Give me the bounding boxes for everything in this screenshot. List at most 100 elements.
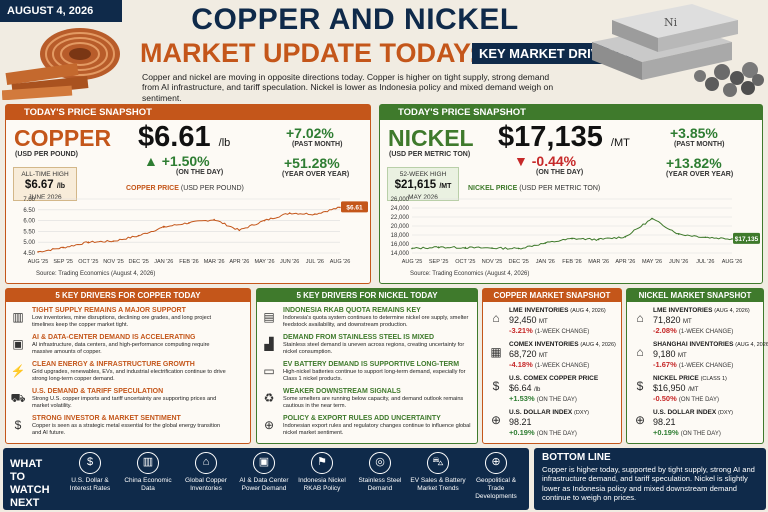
driver-desc: Strong U.S. copper imports and tariff un… bbox=[32, 396, 217, 409]
data-point bbox=[677, 233, 680, 235]
snapshot-item: ⊕ U.S. DOLLAR INDEX (DXY) 98.21 +0.19% (… bbox=[632, 409, 767, 443]
y-tick-label: 16,000 bbox=[391, 242, 410, 248]
snapshot-item: ⊕ U.S. DOLLAR INDEX (DXY) 98.21 +0.19% (… bbox=[488, 409, 623, 443]
driver-item: ▭ EV BATTERY DEMAND IS SUPPORTIVE LONG-T… bbox=[261, 361, 476, 387]
nickel-drivers-header: 5 KEY DRIVERS FOR NICKEL TODAY bbox=[257, 289, 477, 302]
globe-icon: ⊕ bbox=[490, 413, 502, 427]
data-point bbox=[704, 236, 707, 239]
watch-item: $ U.S. Dollar & Interest Rates bbox=[61, 452, 119, 493]
data-point bbox=[263, 219, 266, 222]
data-point bbox=[651, 217, 653, 220]
nickel-chart-title: NICKEL PRICE (USD PER METRIC TON) bbox=[468, 185, 601, 192]
series-line bbox=[37, 206, 341, 253]
nickel-panel-header: TODAY'S PRICE SNAPSHOT bbox=[380, 105, 762, 120]
globe-icon: ⊕ bbox=[485, 452, 507, 474]
x-tick-label: FEB '26 bbox=[562, 259, 581, 265]
dollar-icon: $ bbox=[14, 418, 22, 432]
x-tick-label: SEP '25 bbox=[53, 259, 73, 265]
data-point bbox=[411, 247, 413, 250]
globe-icon: ⊕ bbox=[634, 413, 646, 427]
y-tick-label: 24,000 bbox=[391, 206, 410, 212]
copper-price: $6.61 /lb bbox=[138, 121, 231, 153]
copper-year-change-label: (YEAR OVER YEAR) bbox=[282, 171, 350, 178]
watch-item: ⚑ Indonesia Nickel RKAB Policy bbox=[293, 452, 351, 493]
x-tick-label: AUG '25 bbox=[28, 259, 49, 265]
chip-icon: ▣ bbox=[253, 452, 275, 474]
last-value-badge bbox=[733, 232, 760, 244]
copper-day-change: ▲ +1.50% bbox=[144, 153, 210, 169]
recycle-icon: ♻ bbox=[263, 391, 275, 405]
driver-item: ⛟ U.S. DEMAND & TARIFF SPECULATION Stron… bbox=[10, 388, 225, 414]
y-tick-label: 6.50 bbox=[23, 208, 35, 214]
driver-desc: AI infrastructure, data centers, and hig… bbox=[32, 342, 210, 355]
down-arrow-icon: ▼ bbox=[514, 153, 528, 169]
data-point bbox=[339, 206, 341, 209]
snapshot-item: ▦ COMEX INVENTORIES (AUG 4, 2026) 68,720… bbox=[488, 341, 623, 375]
copper-unit-label: (USD PER POUND) bbox=[15, 151, 79, 158]
watch-item-label: EV Sales & Battery Market Trends bbox=[410, 477, 466, 492]
driver-item: $ STRONG INVESTOR & MARKET SENTIMENT Cop… bbox=[10, 415, 225, 441]
watch-item-label: AI & Data Center Power Demand bbox=[239, 477, 289, 492]
data-point bbox=[624, 236, 627, 238]
watch-item: ▣ AI & Data Center Power Demand bbox=[235, 452, 293, 493]
power-tower-icon: ⚡ bbox=[10, 364, 26, 378]
nickel-price-chart: 14,000 16,000 18,000 20,000 22,000 24,000 26,0… bbox=[391, 197, 760, 265]
x-tick-label: SEP '25 bbox=[429, 259, 449, 265]
nickel-snapshot-card: NICKEL MARKET SNAPSHOT ⌂ LME INVENTORIES… bbox=[626, 288, 768, 444]
copper-day-change-label: (ON THE DAY) bbox=[176, 169, 224, 176]
nickel-price: $17,135 /MT bbox=[498, 121, 630, 153]
copper-price-panel: TODAY'S PRICE SNAPSHOT COPPER (USD PER P… bbox=[5, 104, 371, 284]
driver-title: POLICY & EXPORT RULES ADD UNCERTAINTY bbox=[283, 415, 441, 422]
snapshot-title: LME INVENTORIES (AUG 4, 2026) bbox=[653, 307, 750, 314]
bar-chart-icon: ▥ bbox=[137, 452, 159, 474]
copper-snapshot-card: COPPER MARKET SNAPSHOT ⌂ LME INVENTORIES… bbox=[482, 288, 622, 444]
copper-chart-title: COPPER PRICE (USD PER POUND) bbox=[126, 185, 244, 192]
watch-item-label: Stainless Steel Demand bbox=[358, 477, 402, 492]
data-point bbox=[571, 237, 573, 240]
data-point bbox=[238, 229, 241, 232]
snapshot-change: -2.08% (1-WEEK CHANGE) bbox=[653, 326, 734, 335]
x-tick-label: MAY '26 bbox=[254, 259, 274, 265]
flag-icon: ⚑ bbox=[311, 452, 333, 474]
driver-title: DEMAND FROM STAINLESS STEEL IS MIXED bbox=[283, 334, 435, 341]
x-tick-label: DEC '25 bbox=[509, 259, 529, 265]
x-tick-label: AUG '25 bbox=[402, 259, 423, 265]
watch-item-label: Global Copper Inventories bbox=[185, 477, 227, 492]
y-tick-label: 22,000 bbox=[391, 215, 410, 221]
nickel-price-panel: TODAY'S PRICE SNAPSHOT NICKEL (USD PER M… bbox=[379, 104, 763, 284]
data-point bbox=[112, 240, 115, 242]
snapshot-title: U.S. DOLLAR INDEX (DXY) bbox=[653, 409, 733, 416]
title-line-1: COPPER AND NICKEL bbox=[191, 3, 519, 36]
driver-item: ▤ INDONESIA RKAB QUOTA REMAINS KEY Indon… bbox=[261, 307, 476, 333]
x-tick-label: NOV '25 bbox=[482, 259, 503, 265]
copper-coils-illustration bbox=[2, 28, 120, 100]
data-point bbox=[188, 221, 190, 224]
car-icon: ⛍ bbox=[427, 452, 449, 474]
bottom-line-title: BOTTOM LINE bbox=[542, 452, 611, 463]
x-tick-label: JUN '26 bbox=[280, 259, 299, 265]
svg-text:Ni: Ni bbox=[664, 16, 678, 29]
copper-month-change-label: (PAST MONTH) bbox=[292, 141, 343, 148]
data-point bbox=[597, 238, 600, 241]
x-tick-label: APR '26 bbox=[229, 259, 249, 265]
driver-item: ▣ AI & DATA-CENTER DEMAND IS ACCELERATIN… bbox=[10, 334, 225, 360]
watch-item: ◎ Stainless Steel Demand bbox=[351, 452, 409, 493]
snapshot-item: ⌂ LME INVENTORIES (AUG 4, 2026) 71,820 M… bbox=[632, 307, 767, 341]
snapshot-item: ⌂ LME INVENTORIES (AUG 4, 2026) 92,450 M… bbox=[488, 307, 623, 341]
x-tick-label: OCT '25 bbox=[455, 259, 475, 265]
snapshot-title: NICKEL PRICE (CLASS 1) bbox=[653, 375, 727, 382]
copper-snapshot-header: COPPER MARKET SNAPSHOT bbox=[483, 289, 621, 302]
snapshot-change: +1.53% (ON THE DAY) bbox=[509, 394, 577, 403]
dollar-icon: $ bbox=[492, 379, 500, 393]
up-arrow-icon: ▲ bbox=[144, 153, 158, 169]
y-tick-label: 18,000 bbox=[391, 233, 410, 239]
driver-item: ♻ WEAKER DOWNSTREAM SIGNALS Some smelter… bbox=[261, 388, 476, 414]
warehouse-icon: ⌂ bbox=[636, 345, 644, 359]
snapshot-value: 98.21 bbox=[509, 417, 532, 427]
copper-drivers-header: 5 KEY DRIVERS FOR COPPER TODAY bbox=[6, 289, 250, 302]
battery-icon: ▭ bbox=[263, 364, 275, 378]
copper-month-change: +7.02% bbox=[286, 125, 334, 141]
globe-icon: ⊕ bbox=[263, 418, 275, 432]
copper-price-chart: 4.50 5.00 5.50 6.00 6.50 7.00 AUG '25 SEP '25 OC… bbox=[23, 197, 368, 265]
data-point bbox=[314, 213, 316, 215]
